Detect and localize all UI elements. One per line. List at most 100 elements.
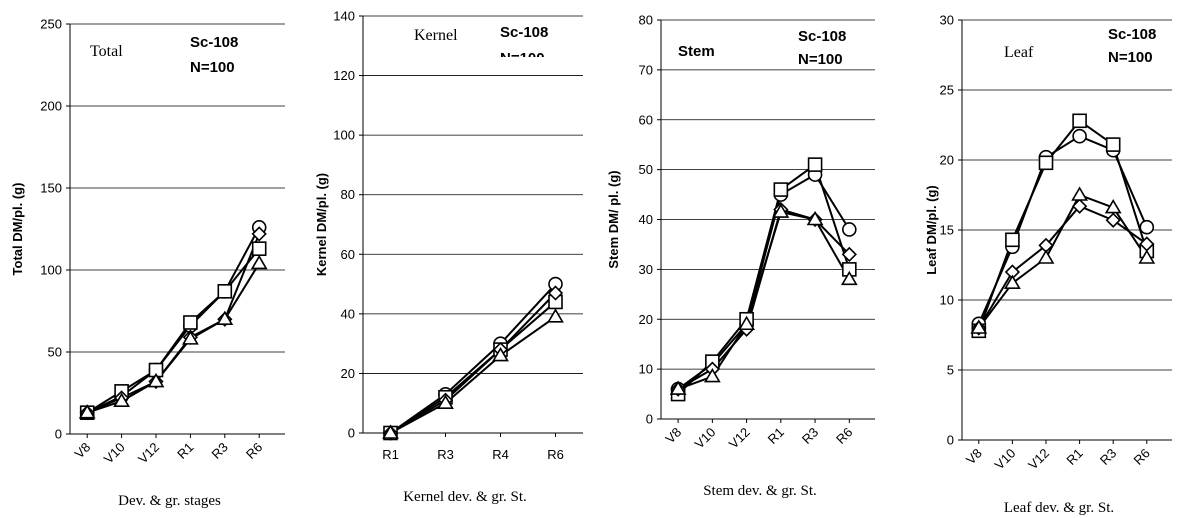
x-tick-label: V12 [1025,446,1052,473]
y-axis-title: Leaf DM/pl. (g) [924,185,939,275]
y-tick-label: 20 [940,153,954,168]
y-tick-label: 40 [341,306,355,321]
y-tick-label: 140 [333,9,355,24]
data-point [251,226,267,242]
data-point [251,241,267,256]
x-tick-label: V12 [135,440,162,467]
y-tick-label: 50 [639,162,653,177]
data-point [547,308,564,323]
y-tick-label: 10 [940,293,954,308]
y-tick-label: 120 [333,68,355,83]
annotation-label: Stem [678,43,715,60]
annotation-label: Kernel [414,27,458,44]
data-point [250,254,268,270]
y-tick-label: 100 [333,128,355,143]
y-axis-title: Stem DM/ pl. (g) [606,170,621,268]
x-tick-label: R3 [437,447,454,462]
y-tick-label: 10 [639,362,653,377]
y-tick-label: 15 [940,223,954,238]
x-tick-label: R1 [382,447,399,462]
series-line [977,193,1148,329]
x-axis-title: Leaf dev. & gr. St. [1004,500,1114,516]
x-tick-label: R1 [174,440,196,462]
y-tick-label: 80 [341,187,355,202]
x-tick-label: V8 [662,425,684,447]
data-point [1071,186,1088,201]
chart-panel-2: 0 20 40 60 80 100 120 140 R1 R3 R4 R6 Kernel DM/pl. … [314,9,583,505]
data-point [1037,249,1055,264]
series-line [389,292,557,434]
x-tick-label: R6 [833,425,855,447]
data-point [1038,155,1054,171]
y-tick-label: 0 [947,433,954,448]
y-tick-label: 0 [348,426,355,441]
x-tick-label: R1 [1063,446,1085,468]
x-tick-label: R6 [243,440,265,462]
x-tick-label: V8 [71,440,93,462]
data-point [183,315,198,330]
data-point [113,392,130,408]
data-point [147,372,165,388]
y-axis-title: Total DM/pl. (g) [10,183,25,276]
data-point [1004,274,1021,290]
data-point [182,330,199,345]
y-tick-label: 70 [639,62,653,77]
x-axis-title: Dev. & gr. stages [118,493,221,509]
x-tick-label: V12 [726,425,753,452]
y-tick-label: 30 [639,262,653,277]
data-point [970,319,988,334]
chart-panel-1: 0 50 100 150 200 250 V8 V10 V12 R1 R3 R6 Total DM/pl… [10,17,285,509]
x-axis-title: Kernel dev. & gr. St. [403,489,527,505]
data-point [669,380,687,395]
data-point [773,182,789,197]
x-tick-label: V10 [992,446,1019,473]
annotation-label: N=100 [1108,49,1153,66]
data-point [437,394,454,410]
data-point [1138,249,1156,264]
y-tick-label: 30 [940,13,954,28]
x-tick-label: R4 [492,447,509,462]
data-point [382,424,399,439]
annotation-label: N=100 [798,51,843,68]
x-tick-label: R3 [799,425,821,447]
y-tick-label: 20 [639,312,653,327]
data-point [1105,212,1121,228]
x-tick-label: V10 [101,440,128,467]
series-line [390,316,557,434]
chart-panel-3: 0 10 20 30 40 50 60 70 80 V8 V10 V12 R1 R3 R6 Stem DM/ … [606,13,875,499]
series-line [677,210,851,391]
y-tick-label: 60 [341,247,355,262]
y-tick-label: 150 [40,181,62,196]
data-point [1105,137,1121,152]
x-tick-label: R6 [547,447,564,462]
data-point [842,222,857,237]
y-tick-label: 100 [40,263,62,278]
data-point [547,285,564,301]
series-line [977,119,1148,332]
series-line [389,283,557,434]
data-point [1139,219,1155,235]
annotation-label: N=100 [190,59,235,76]
data-point [1005,232,1020,248]
x-tick-label: V10 [692,425,719,452]
y-tick-label: 200 [40,99,62,114]
y-tick-label: 0 [55,427,62,442]
y-tick-label: 250 [40,17,62,32]
data-point [772,203,790,218]
data-point [492,346,509,362]
annotation-label: Leaf [1004,44,1034,61]
x-tick-label: V8 [963,446,985,468]
series-line [86,233,261,414]
data-point [703,368,721,383]
annotation-label: Sc-108 [1108,26,1156,43]
y-tick-label: 0 [646,412,653,427]
data-point [78,404,96,419]
data-point [738,315,755,331]
annotation-label: Total [90,43,123,60]
data-point [216,310,234,326]
x-tick-label: R3 [1097,446,1119,468]
series-line [86,262,261,414]
data-point [217,284,233,299]
data-point [1104,199,1122,214]
y-tick-label: 50 [48,345,62,360]
